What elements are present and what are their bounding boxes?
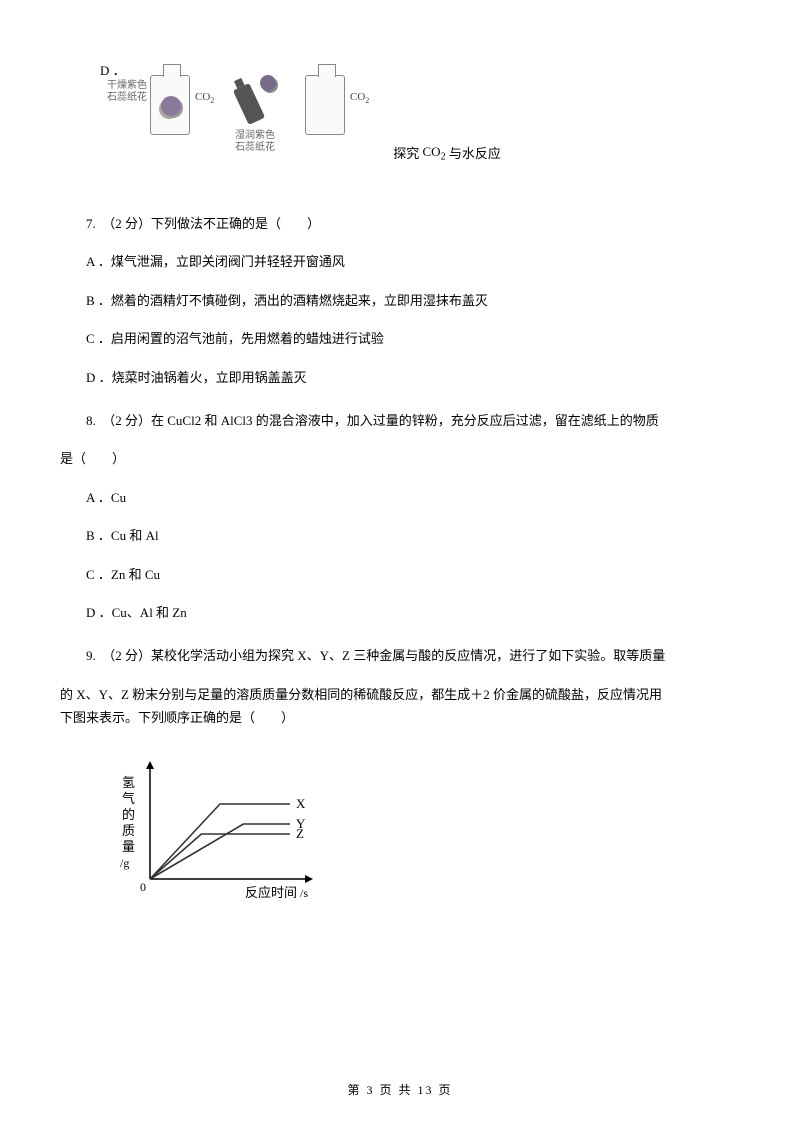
- q8-option-d: D ．Cu、Al 和 Zn: [60, 601, 740, 624]
- q8-stem-line1: 8. （2 分）在 CuCl2 和 AlCl3 的混合溶液中，加入过量的锌粉，充…: [60, 409, 740, 432]
- q9-stem-line2: 的 X、Y、Z 粉末分别与足量的溶质质量分数相同的稀硫酸反应，都生成＋2 价金属…: [60, 683, 740, 706]
- q7-option-d: D ．烧菜时油锅着火，立即用锅盖盖灭: [60, 366, 740, 389]
- q6-d-co2: CO2: [423, 144, 446, 159]
- svg-text:质: 质: [122, 823, 135, 838]
- q9-stem-line3: 下图来表示。下列顺序正确的是（ ）: [60, 706, 740, 729]
- q6-d-co2-text: CO: [423, 144, 441, 159]
- svg-text:量: 量: [122, 839, 135, 854]
- q8-option-a: A ．Cu: [60, 486, 740, 509]
- svg-text:氢: 氢: [122, 775, 135, 790]
- q7-stem: 7. （2 分）下列做法不正确的是（ ）: [60, 212, 740, 235]
- q9-chart-svg: 0氢气的质量/g反应时间/sXYZ: [110, 749, 330, 909]
- q7-option-c: C ．启用闲置的沼气池前，先用燃着的蜡烛进行试验: [60, 327, 740, 350]
- co2-text-1: CO: [195, 91, 210, 103]
- q9-chart: 0氢气的质量/g反应时间/sXYZ: [110, 749, 740, 916]
- label-wet-line2: 石蕊纸花: [235, 142, 275, 153]
- svg-text:反应时间: 反应时间: [245, 885, 297, 900]
- svg-text:X: X: [296, 796, 306, 811]
- svg-text:0: 0: [140, 880, 146, 894]
- svg-text:Z: Z: [296, 826, 304, 841]
- bottle-left: [150, 75, 190, 135]
- q6-option-d-prefix-row: D ．: [100, 59, 740, 82]
- q8-option-c: C ．Zn 和 Cu: [60, 563, 740, 586]
- q9-stem-line1: 9. （2 分）某校化学活动小组为探究 X、Y、Z 三种金属与酸的反应情况，进行…: [60, 644, 740, 667]
- svg-text:/s: /s: [300, 886, 308, 900]
- label-wet: 湿润紫色 石蕊纸花: [225, 130, 285, 154]
- label-dry-line2: 石蕊纸花: [107, 92, 147, 103]
- litmus-scribble-dry: [161, 96, 181, 116]
- q8-stem-line2: 是（ ）: [60, 447, 740, 470]
- q6-d-prefix: D ．: [100, 63, 126, 78]
- svg-text:气: 气: [122, 791, 135, 806]
- co2-text-2: CO: [350, 91, 365, 103]
- co2-label-2: CO2: [350, 88, 369, 109]
- co2-sub-2: 2: [365, 96, 369, 105]
- q7-option-b: B ．燃着的酒精灯不慎碰倒，洒出的酒精燃烧起来，立即用湿抹布盖灭: [60, 289, 740, 312]
- co2-sub-1: 2: [210, 96, 214, 105]
- label-dry: 干燥紫色 石蕊纸花: [95, 80, 147, 104]
- svg-text:的: 的: [122, 807, 135, 822]
- spray-bottle: [233, 83, 265, 125]
- co2-label-1: CO2: [195, 88, 214, 109]
- q7-option-a: A ．煤气泄漏，立即关闭阀门并轻轻开窗通风: [60, 250, 740, 273]
- label-wet-line1: 湿润紫色: [235, 130, 275, 141]
- q8-option-b: B ．Cu 和 Al: [60, 524, 740, 547]
- bottle-right: [305, 75, 345, 135]
- svg-text:/g: /g: [120, 856, 129, 870]
- q6-d-co2-sub: 2: [441, 152, 446, 163]
- page-footer: 第 3 页 共 13 页: [0, 1080, 800, 1102]
